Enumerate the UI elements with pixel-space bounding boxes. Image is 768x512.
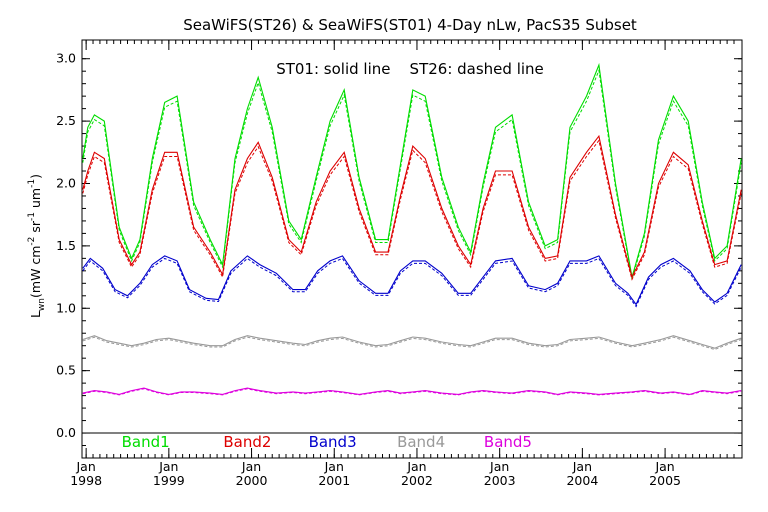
series-line-band1-st01 <box>82 62 742 278</box>
x-tick-month-label: Jan <box>654 459 674 474</box>
chart-title: SeaWiFS(ST26) & SeaWiFS(ST01) 4-Day nLw,… <box>183 16 637 34</box>
x-tick-month-label: Jan <box>406 459 426 474</box>
series-line-band4-st26 <box>82 336 742 351</box>
x-tick-month-label: Jan <box>489 459 509 474</box>
line-style-note: ST01: solid line ST26: dashed line <box>276 60 544 78</box>
y-axis-label-exp3: -1 <box>27 179 37 188</box>
y-axis-label-mid: sr <box>28 220 43 236</box>
y-axis-label-units-prefix: (mW cm <box>28 246 43 298</box>
x-tick-month-label: Jan <box>572 459 592 474</box>
series-line-band1-st26 <box>82 68 742 280</box>
series-line-band2-st26 <box>82 139 742 281</box>
y-tick-label: 1.5 <box>56 238 76 253</box>
plot-frame <box>81 39 743 459</box>
legend-label-band5: Band5 <box>484 433 532 451</box>
plot-area: 0.00.51.01.52.02.53.0Jan1998Jan1999Jan20… <box>56 39 743 488</box>
y-tick-label: 3.0 <box>56 51 76 66</box>
y-axis-label-sub: wn <box>37 298 47 311</box>
x-tick-year-label: 2003 <box>484 473 516 488</box>
y-axis-label-main: L <box>28 311 43 318</box>
series-line-band4-st01 <box>82 335 742 349</box>
x-tick-year-label: 2004 <box>566 473 598 488</box>
y-axis-label-exp2: -1 <box>27 212 37 221</box>
x-tick-year-label: 1998 <box>70 473 102 488</box>
svg-text:Lwn(mW cm-2 sr-1 um-1): Lwn(mW cm-2 sr-1 um-1) <box>27 154 47 346</box>
y-tick-label: 1.0 <box>56 300 76 315</box>
y-axis-label-units-suffix: ) <box>28 174 43 179</box>
x-tick-month-label: Jan <box>241 459 261 474</box>
series-line-band2-st01 <box>82 134 742 279</box>
x-tick-year-label: 2005 <box>649 473 681 488</box>
y-tick-label: 2.5 <box>56 113 76 128</box>
x-tick-year-label: 2000 <box>236 473 268 488</box>
legend-label-band4: Band4 <box>397 433 445 451</box>
x-tick-month-label: Jan <box>324 459 344 474</box>
series-line-band5-st01 <box>82 387 742 395</box>
y-axis-label: Lwn(mW cm-2 sr-1 um-1) <box>27 154 47 346</box>
y-tick-label: 2.0 <box>56 175 76 190</box>
series-line-band3-st01 <box>82 255 742 306</box>
x-tick-year-label: 2002 <box>401 473 433 488</box>
legend-label-band2: Band2 <box>223 433 271 451</box>
x-tick-month-label: Jan <box>158 459 178 474</box>
y-tick-label: 0.0 <box>56 425 76 440</box>
legend-label-band1: Band1 <box>122 433 170 451</box>
y-axis-label-exp1: -2 <box>27 237 37 246</box>
series-line-band3-st26 <box>82 257 742 308</box>
x-tick-month-label: Jan <box>75 459 95 474</box>
y-axis-label-mid2: um <box>28 188 43 212</box>
legend-label-band3: Band3 <box>309 433 357 451</box>
x-tick-year-label: 1999 <box>153 473 185 488</box>
y-tick-label: 0.5 <box>56 363 76 378</box>
series-line-band5-st26 <box>82 388 742 396</box>
x-tick-year-label: 2001 <box>318 473 350 488</box>
